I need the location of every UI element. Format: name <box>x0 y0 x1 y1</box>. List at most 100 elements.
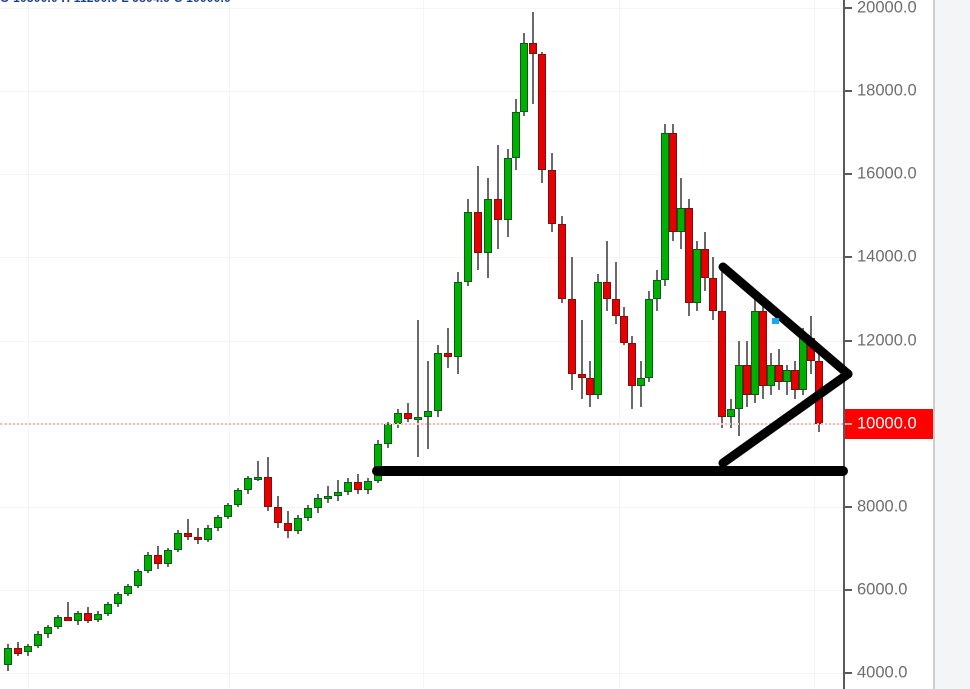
candle-body-down[interactable] <box>603 282 611 299</box>
candle-body-down[interactable] <box>612 298 620 316</box>
candle-body-down[interactable] <box>791 369 799 391</box>
candle-body-up[interactable] <box>424 411 432 418</box>
candle-body-down[interactable] <box>538 53 546 171</box>
candle-body-up[interactable] <box>512 111 520 158</box>
candle-body-up[interactable] <box>314 498 322 508</box>
candle-body-down[interactable] <box>274 506 282 523</box>
candle-body-down[interactable] <box>264 476 272 507</box>
candle-body-up[interactable] <box>637 377 645 387</box>
candle-body-up[interactable] <box>484 199 492 254</box>
candle-body-down[interactable] <box>669 132 677 233</box>
candle-body-down[interactable] <box>354 481 362 491</box>
candle-body-up[interactable] <box>464 211 472 283</box>
last-price-tag[interactable] <box>845 408 933 439</box>
candle-body-up[interactable] <box>304 507 312 519</box>
candle-body-down[interactable] <box>284 522 292 531</box>
candle-body-down[interactable] <box>815 361 823 424</box>
candle-body-up[interactable] <box>594 282 602 395</box>
candle-body-up[interactable] <box>4 648 12 665</box>
candle-body-down[interactable] <box>743 365 751 395</box>
candle-body-up[interactable] <box>374 444 382 481</box>
candle-wick <box>417 319 419 457</box>
candle-body-up[interactable] <box>767 365 775 387</box>
candle-body-up[interactable] <box>454 282 462 358</box>
candle-body-up[interactable] <box>134 571 142 586</box>
gridline-horizontal <box>0 673 843 674</box>
candle-body-up[interactable] <box>294 518 302 531</box>
candle-body-up[interactable] <box>344 481 352 493</box>
candle-body-up[interactable] <box>254 476 262 480</box>
candle-body-up[interactable] <box>504 157 512 220</box>
axis-tick-label: 8000.0 <box>857 497 908 516</box>
candle-body-down[interactable] <box>194 536 202 540</box>
candle-body-up[interactable] <box>144 554 152 572</box>
candle-body-down[interactable] <box>154 554 162 565</box>
candle-body-down[interactable] <box>474 211 482 254</box>
candle-body-down[interactable] <box>84 612 92 622</box>
candle-body-down[interactable] <box>184 532 192 537</box>
candle-body-up[interactable] <box>334 492 342 497</box>
candle-wick <box>257 461 259 481</box>
candle-body-up[interactable] <box>677 207 685 233</box>
candle-body-down[interactable] <box>701 249 709 279</box>
candle-body-up[interactable] <box>661 132 669 281</box>
candle-body-up[interactable] <box>164 550 172 565</box>
candle-body-down[interactable] <box>568 298 576 374</box>
candle-body-up[interactable] <box>751 311 759 395</box>
candle-body-up[interactable] <box>74 612 82 622</box>
candle-body-down[interactable] <box>628 342 636 387</box>
price-plot-area[interactable] <box>0 0 843 689</box>
candle-body-up[interactable] <box>224 504 232 518</box>
candle-body-down[interactable] <box>529 43 537 54</box>
candle-body-up[interactable] <box>653 280 661 299</box>
ohlc-readout: O 10500.0 H 11290.0 L 9804.9 C 10000.0 <box>0 0 231 5</box>
candle-body-down[interactable] <box>775 365 783 383</box>
candle-wick <box>337 479 339 501</box>
candle-body-up[interactable] <box>214 517 222 529</box>
candle-body-up[interactable] <box>234 490 242 505</box>
candle-body-down[interactable] <box>494 199 502 220</box>
candle-body-down[interactable] <box>404 413 412 419</box>
candle-body-up[interactable] <box>324 496 332 500</box>
candle-body-down[interactable] <box>64 616 72 622</box>
candle-body-down[interactable] <box>759 311 767 387</box>
candle-body-up[interactable] <box>384 424 392 445</box>
candle-body-up[interactable] <box>693 249 701 304</box>
candle-body-up[interactable] <box>434 352 442 412</box>
blue-point-marker-icon[interactable] <box>772 318 779 324</box>
candle-body-down[interactable] <box>807 338 815 362</box>
candle-body-up[interactable] <box>727 409 735 418</box>
candle-body-up[interactable] <box>24 645 32 653</box>
candle-body-down[interactable] <box>14 648 22 655</box>
axis-tick <box>845 173 852 176</box>
candle-wick <box>606 240 608 312</box>
candle-body-up[interactable] <box>520 43 528 112</box>
candle-body-down[interactable] <box>444 352 452 358</box>
candle-body-up[interactable] <box>114 594 122 605</box>
candle-body-up[interactable] <box>104 604 112 614</box>
candle-body-down[interactable] <box>578 373 586 378</box>
candle-body-up[interactable] <box>783 369 791 383</box>
candle-body-up[interactable] <box>124 585 132 595</box>
candle-body-up[interactable] <box>799 338 807 391</box>
candle-body-up[interactable] <box>34 633 42 646</box>
candle-body-up[interactable] <box>44 627 52 634</box>
candle-wick <box>187 519 189 540</box>
candle-body-up[interactable] <box>645 298 653 378</box>
candle-body-down[interactable] <box>558 224 566 299</box>
candle-body-up[interactable] <box>54 616 62 628</box>
axis-tick <box>845 588 852 591</box>
candle-body-up[interactable] <box>94 613 102 620</box>
candle-body-down[interactable] <box>709 278 717 312</box>
candle-body-up[interactable] <box>174 532 182 551</box>
candle-body-up[interactable] <box>414 417 422 421</box>
candle-body-down[interactable] <box>718 311 726 418</box>
candle-body-down[interactable] <box>685 207 693 304</box>
candle-body-down[interactable] <box>586 377 594 395</box>
candle-body-up[interactable] <box>204 528 212 540</box>
candle-body-up[interactable] <box>364 480 372 491</box>
candle-body-down[interactable] <box>548 170 556 225</box>
candle-body-up[interactable] <box>244 477 252 491</box>
candle-body-down[interactable] <box>620 315 628 343</box>
candle-body-up[interactable] <box>735 365 743 410</box>
